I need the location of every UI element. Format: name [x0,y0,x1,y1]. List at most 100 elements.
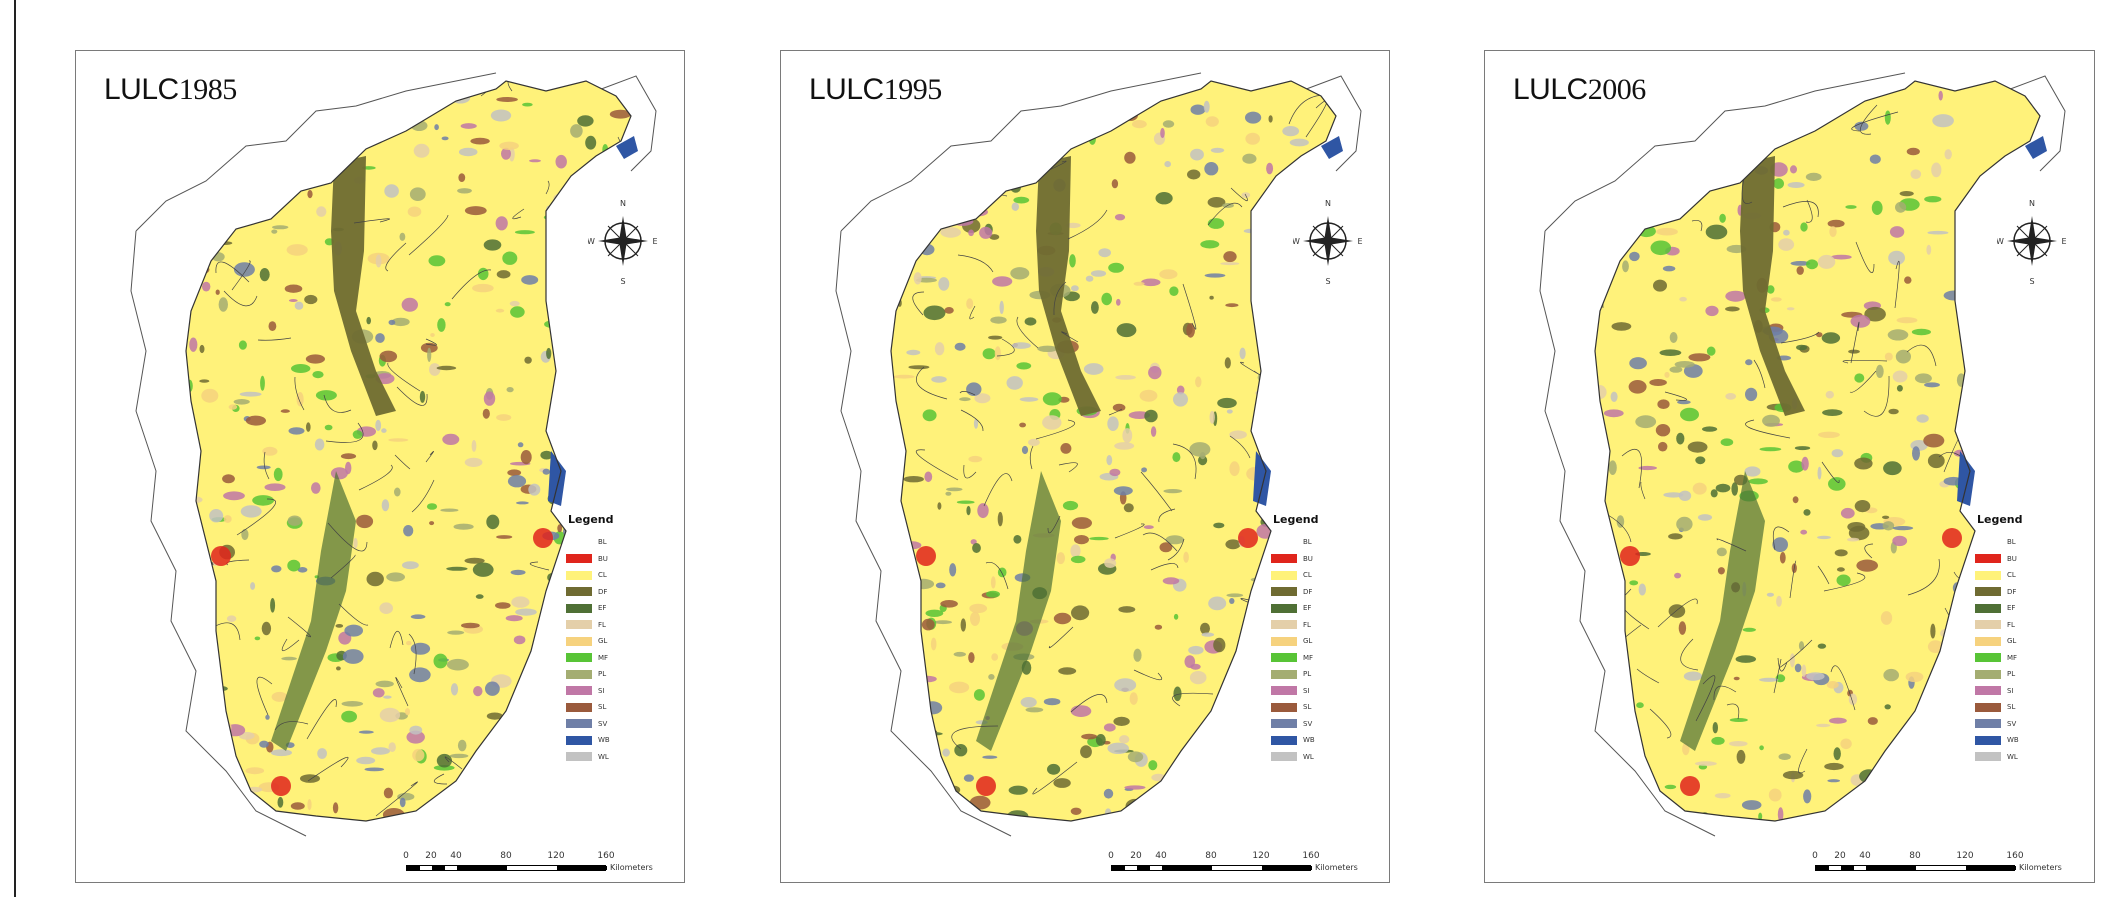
legend-label: CL [2007,571,2016,580]
legend-label: SL [1303,703,1312,712]
legend-item-mf: MF [1271,650,1361,667]
legend-swatch [1271,669,1297,679]
legend-label: BL [2007,538,2016,547]
legend-item-ef: EF [1271,600,1361,617]
legend-swatch [1975,702,2001,712]
legend-swatch [1975,669,2001,679]
legend-swatch [1271,537,1297,547]
legend-label: SI [598,686,605,695]
legend-swatch [566,570,592,580]
legend-swatch [566,620,592,630]
legend-swatch [1975,719,2001,729]
legend-label: WL [598,752,609,761]
compass-s: S [2029,277,2034,286]
legend-title: Legend [568,513,614,526]
legend-label: SL [2007,703,2016,712]
legend-item-gl: GL [1975,633,2065,650]
title-year: 2006 [1587,73,1647,106]
legend-label: WB [1303,736,1315,745]
estuary [616,136,638,159]
evergreen-belt [271,471,356,751]
urban-area [1620,546,1640,566]
title-prefix: LULC [104,73,179,106]
evergreen-belt [976,471,1061,751]
lulc-map [130,72,657,837]
scale-tick-label: 80 [1909,851,1921,861]
legend-swatch [566,554,592,564]
map-panel-1995: LULC1995 N S W E Legend BL BU CL DF EF FL GL MF PL SI… [780,50,1390,883]
legend-label: MF [1303,653,1314,662]
scale-tick-label: 120 [1956,851,1974,861]
legend-label: EF [1303,604,1312,613]
legend-swatch [566,719,592,729]
forest-band [1740,156,1805,416]
legend-item-wl: WL [1975,749,2065,766]
north-arrow-icon: N S W E [587,196,658,291]
legend-item-si: SI [1975,683,2065,700]
legend-label: SV [2007,719,2017,728]
legend-label: SL [598,703,607,712]
legend-label: DF [2007,587,2017,596]
region-outline [185,80,632,822]
legend-item-gl: GL [1271,633,1361,650]
scale-ticks: 0 20 40 80 120 160 [403,851,676,863]
legend-label: BL [598,538,607,547]
lake [1957,451,1975,506]
legend-label: FL [1303,620,1311,629]
forest-band [1036,156,1101,416]
north-arrow-icon: N S W E [1996,196,2067,291]
legend-swatch [566,636,592,646]
scale-unit: Kilometers [610,863,653,872]
scale-bar: 0 20 40 80 120 160 Kilometers [403,851,676,881]
title-prefix: LULC [1513,73,1588,106]
region-outline [890,80,1337,822]
scale-tick-label: 80 [500,851,512,861]
legend-item-sl: SL [566,699,656,716]
legend-item-sv: SV [1271,716,1361,733]
panel-title: LULC1995 [809,73,942,107]
legend-swatch [1975,537,2001,547]
legend-label: FL [2007,620,2015,629]
legend: Legend BL BU CL DF EF FL GL MF PL SI SL SV WB WL [566,513,656,765]
legend-item-fl: FL [1975,617,2065,634]
scale-tick-label: 40 [450,851,462,861]
legend-swatch [1975,636,2001,646]
compass-n: N [2029,199,2035,208]
legend-label: BU [598,554,608,563]
legend-item-fl: FL [566,617,656,634]
urban-area [211,546,231,566]
panel-title: LULC2006 [1513,73,1646,107]
legend-label: MF [598,653,609,662]
legend-item-cl: CL [1271,567,1361,584]
scale-tick-label: 80 [1205,851,1217,861]
compass-w: W [1293,237,1300,246]
scale-tick-label: 160 [2006,851,2024,861]
legend-item-ef: EF [1975,600,2065,617]
legend-item-wb: WB [1975,732,2065,749]
legend-label: WB [2007,736,2019,745]
legend-item-wl: WL [1271,749,1361,766]
legend-item-mf: MF [566,650,656,667]
legend-item-fl: FL [1271,617,1361,634]
urban-area [533,528,553,548]
scale-ticks: 0 20 40 80 120 160 [1812,851,2085,863]
legend-swatch [566,686,592,696]
legend-label: PL [1303,670,1312,679]
scale-unit: Kilometers [2019,863,2062,872]
legend-swatch [566,537,592,547]
scale-tick-label: 20 [425,851,437,861]
scale-tick-label: 0 [1812,851,1818,861]
legend-label: EF [2007,604,2016,613]
legend-label: SI [2007,686,2014,695]
panel-title: LULC1985 [104,73,237,107]
scale-unit: Kilometers [1315,863,1358,872]
lake [548,451,566,506]
district-boundaries [835,72,1362,837]
evergreen-belt [1680,471,1765,751]
legend-label: SI [1303,686,1310,695]
legend-item-wl: WL [566,749,656,766]
compass-s: S [1325,277,1330,286]
legend-item-bl: BL [1271,534,1361,551]
scale-tick-label: 120 [547,851,565,861]
scale-tick-label: 120 [1252,851,1270,861]
